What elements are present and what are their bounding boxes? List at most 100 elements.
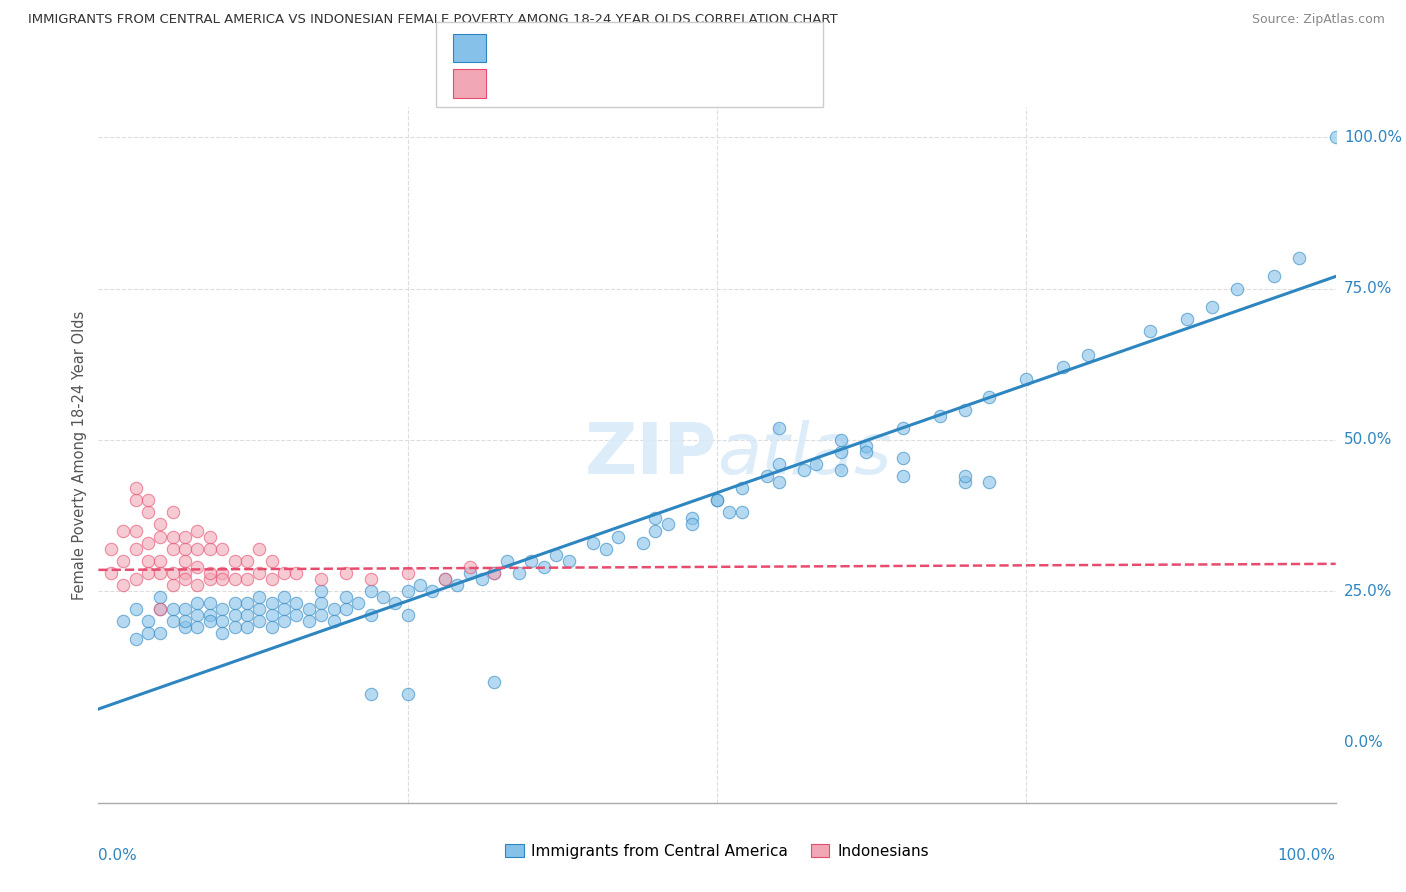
Text: 100.0%: 100.0%	[1278, 848, 1336, 863]
Point	[174, 530, 197, 544]
Point	[273, 566, 295, 580]
Point	[112, 615, 135, 629]
Point	[891, 420, 914, 434]
Point	[706, 493, 728, 508]
Point	[731, 505, 754, 519]
Point	[149, 530, 172, 544]
Point	[236, 620, 259, 634]
Point	[804, 457, 827, 471]
Point	[891, 450, 914, 465]
Point	[681, 517, 703, 532]
Point	[830, 433, 852, 447]
Point	[149, 517, 172, 532]
Point	[928, 409, 950, 423]
Point	[260, 608, 283, 623]
Point	[855, 445, 877, 459]
Point	[793, 463, 815, 477]
Point	[247, 602, 270, 616]
Point	[830, 445, 852, 459]
Point	[322, 615, 344, 629]
Point	[236, 596, 259, 610]
Text: 0.0%: 0.0%	[98, 848, 138, 863]
Point	[360, 572, 382, 586]
Point	[508, 566, 530, 580]
Point	[1263, 269, 1285, 284]
Point	[335, 590, 357, 604]
Point	[309, 608, 332, 623]
Point	[557, 554, 579, 568]
Point	[136, 566, 159, 580]
Point	[260, 554, 283, 568]
Point	[595, 541, 617, 556]
Point	[149, 602, 172, 616]
Point	[224, 608, 246, 623]
Point	[360, 584, 382, 599]
Point	[247, 541, 270, 556]
Point	[112, 524, 135, 538]
Point	[520, 554, 543, 568]
Text: Source: ZipAtlas.com: Source: ZipAtlas.com	[1251, 13, 1385, 27]
Text: 50.0%: 50.0%	[1344, 433, 1392, 447]
Point	[285, 566, 308, 580]
Point	[224, 596, 246, 610]
Point	[484, 674, 506, 689]
Text: 0.0%: 0.0%	[1344, 735, 1382, 750]
Point	[768, 420, 790, 434]
Text: 25.0%: 25.0%	[1344, 583, 1392, 599]
Point	[136, 554, 159, 568]
Point	[309, 572, 332, 586]
Point	[149, 566, 172, 580]
Point	[309, 596, 332, 610]
Point	[582, 535, 605, 549]
Text: atlas: atlas	[717, 420, 891, 490]
Point	[396, 608, 419, 623]
Point	[236, 572, 259, 586]
Point	[224, 620, 246, 634]
Point	[347, 596, 370, 610]
Point	[211, 626, 233, 640]
Point	[1077, 348, 1099, 362]
Point	[273, 590, 295, 604]
Point	[631, 535, 654, 549]
Point	[446, 578, 468, 592]
Point	[260, 620, 283, 634]
Point	[979, 475, 1001, 490]
Point	[755, 469, 778, 483]
Point	[644, 524, 666, 538]
Text: N = 116: N = 116	[621, 40, 685, 55]
Point	[198, 541, 221, 556]
Point	[100, 541, 122, 556]
Point	[174, 572, 197, 586]
Point	[681, 511, 703, 525]
Point	[149, 590, 172, 604]
Point	[162, 541, 184, 556]
Point	[136, 535, 159, 549]
Point	[100, 566, 122, 580]
Point	[979, 391, 1001, 405]
Point	[136, 493, 159, 508]
Point	[260, 596, 283, 610]
Point	[174, 566, 197, 580]
Point	[607, 530, 630, 544]
Point	[891, 469, 914, 483]
Point	[533, 559, 555, 574]
Point	[174, 615, 197, 629]
Point	[124, 632, 146, 647]
Point	[136, 505, 159, 519]
Point	[198, 608, 221, 623]
Point	[149, 626, 172, 640]
Text: IMMIGRANTS FROM CENTRAL AMERICA VS INDONESIAN FEMALE POVERTY AMONG 18-24 YEAR OL: IMMIGRANTS FROM CENTRAL AMERICA VS INDON…	[28, 13, 838, 27]
Point	[768, 475, 790, 490]
Point	[396, 566, 419, 580]
Point	[112, 578, 135, 592]
Text: N = 58: N = 58	[621, 76, 675, 91]
Point	[309, 584, 332, 599]
Text: 100.0%: 100.0%	[1344, 130, 1402, 145]
Text: ZIP: ZIP	[585, 420, 717, 490]
Point	[360, 608, 382, 623]
Point	[706, 493, 728, 508]
Point	[174, 541, 197, 556]
Point	[285, 596, 308, 610]
Point	[433, 572, 456, 586]
Point	[335, 566, 357, 580]
